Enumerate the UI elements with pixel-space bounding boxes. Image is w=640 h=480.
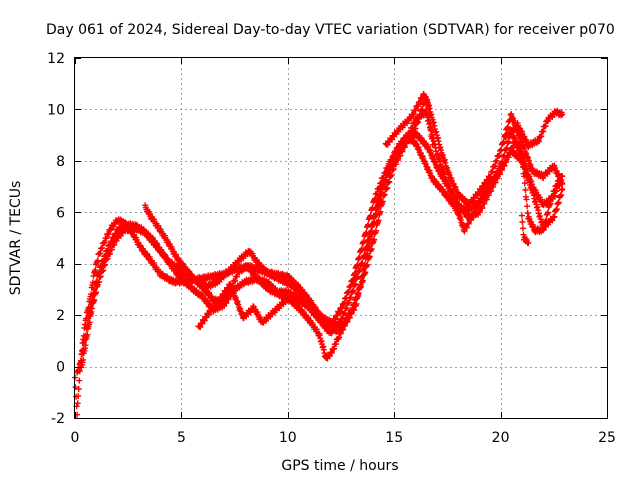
- y-tick-label: -2: [51, 411, 65, 427]
- y-tick-label: 0: [56, 360, 65, 376]
- data-point: [358, 245, 365, 252]
- data-point: [72, 384, 79, 391]
- y-tick-label: 8: [56, 154, 65, 170]
- data-point: [522, 187, 529, 193]
- data-point: [84, 331, 91, 338]
- data-point: [362, 261, 368, 268]
- data-point: [89, 305, 95, 312]
- data-point: [519, 157, 526, 164]
- x-tick-label: 0: [71, 430, 80, 446]
- data-point: [555, 199, 562, 206]
- series-track-f: [382, 91, 566, 151]
- data-point: [427, 126, 434, 133]
- y-tick-label: 10: [47, 102, 65, 118]
- data-point: [355, 292, 362, 298]
- data-point: [91, 296, 98, 303]
- series-track-d: [142, 133, 564, 362]
- data-point: [425, 103, 432, 110]
- data-point: [521, 180, 528, 187]
- y-tick-label: 6: [56, 205, 65, 221]
- data-point: [82, 342, 89, 349]
- data-point: [428, 135, 435, 142]
- y-tick-label: 12: [47, 51, 65, 67]
- grid: [75, 58, 607, 418]
- data-point: [76, 377, 83, 384]
- data-point: [426, 113, 433, 120]
- data-point: [86, 319, 93, 326]
- axis-ticks: 0 5 10 15 20 25 -2 0 2 4 6 8 10 12: [47, 51, 616, 446]
- x-tick-label: 5: [177, 430, 186, 446]
- series-track-a: [72, 94, 566, 418]
- data-point: [75, 386, 82, 392]
- data-point: [557, 173, 564, 180]
- data-point: [505, 124, 512, 130]
- data-point: [518, 212, 525, 219]
- data-point: [352, 270, 358, 277]
- plot-frame: [74, 57, 608, 419]
- data-point: [333, 326, 340, 333]
- y-tick-label: 4: [56, 257, 65, 273]
- data-point: [99, 244, 106, 251]
- data-point: [375, 217, 382, 224]
- data-point: [366, 241, 373, 247]
- data-point: [524, 203, 531, 210]
- y-axis-title: SDTVAR / TECUs: [8, 181, 24, 296]
- data-point: [363, 229, 370, 236]
- data-point: [93, 289, 100, 296]
- data-point: [559, 111, 566, 118]
- data-point: [523, 196, 530, 203]
- x-tick-label: 15: [385, 430, 403, 446]
- data-point: [80, 356, 87, 363]
- data-point: [386, 164, 393, 171]
- data-point: [360, 238, 367, 245]
- data-point: [375, 200, 382, 207]
- data-point: [75, 393, 82, 400]
- data-point: [519, 225, 526, 232]
- data-point: [353, 300, 360, 307]
- data-point: [521, 173, 528, 180]
- data-point: [371, 218, 378, 225]
- data-point: [545, 209, 551, 216]
- data-point: [357, 281, 364, 288]
- chart-title: Day 061 of 2024, Sidereal Day-to-day VTE…: [46, 22, 615, 38]
- data-point: [364, 250, 371, 257]
- series-track-e: [195, 212, 532, 336]
- data-point: [92, 267, 99, 274]
- data-point: [547, 200, 554, 207]
- x-tick-label: 20: [492, 430, 510, 446]
- data-point: [427, 119, 434, 126]
- data-point: [94, 257, 101, 264]
- x-axis-title: GPS time / hours: [281, 458, 398, 474]
- data-point: [540, 226, 547, 233]
- data-point: [377, 208, 384, 215]
- data-point: [368, 229, 375, 236]
- data-point: [519, 219, 526, 225]
- data-point: [373, 210, 379, 217]
- data-point: [559, 186, 566, 193]
- data-point: [371, 236, 378, 243]
- data-point: [524, 210, 531, 216]
- data-point: [359, 272, 366, 279]
- data-point: [368, 245, 375, 252]
- data-point: [543, 217, 550, 224]
- data-point: [520, 231, 527, 238]
- x-tick-label: 25: [598, 430, 616, 446]
- data-point: [520, 163, 526, 170]
- data-marks: [72, 91, 566, 418]
- y-tick-label: 2: [56, 308, 65, 324]
- data-point: [356, 254, 363, 261]
- data-point: [377, 192, 384, 199]
- data-point: [354, 261, 361, 268]
- data-point: [525, 240, 532, 247]
- data-point: [429, 141, 436, 148]
- x-tick-label: 10: [279, 430, 297, 446]
- data-point: [74, 400, 81, 407]
